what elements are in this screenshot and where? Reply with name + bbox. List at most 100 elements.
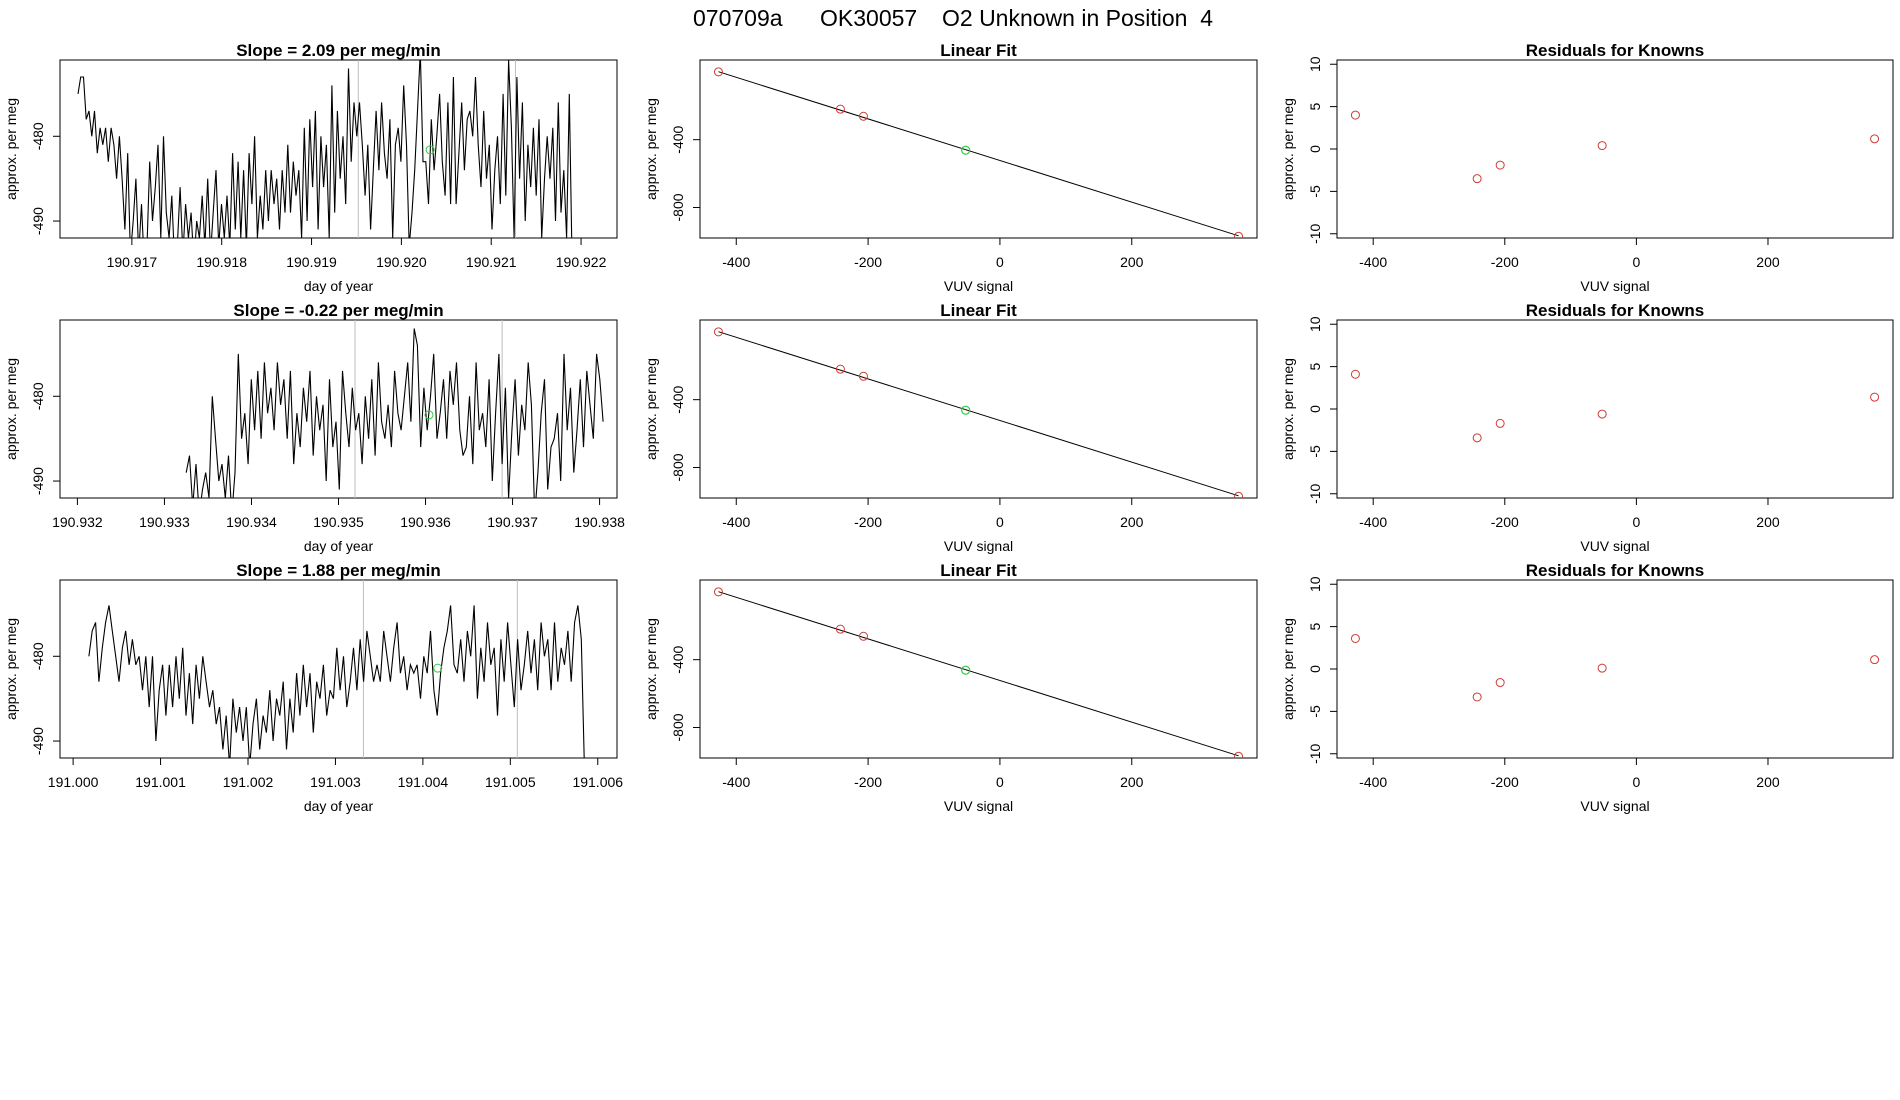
y-tick-label: -400 bbox=[670, 645, 686, 673]
figure-title-tank-id: OK30057 bbox=[820, 5, 917, 31]
y-tick-label: -800 bbox=[670, 193, 686, 221]
residual-point bbox=[1870, 134, 1880, 144]
y-axis-label: approx. per meg bbox=[3, 358, 19, 460]
series-line bbox=[185, 328, 604, 498]
panel-3: Residuals for Knowns VUV signal approx. pe… bbox=[1280, 41, 1894, 294]
x-tick-label: -200 bbox=[854, 514, 882, 530]
x-axis-label: VUV signal bbox=[944, 278, 1013, 294]
y-tick-label: 5 bbox=[1307, 623, 1323, 631]
y-tick-label: -10 bbox=[1307, 743, 1323, 763]
x-tick-label: 190.933 bbox=[139, 514, 190, 530]
known-point bbox=[858, 371, 868, 381]
series-line bbox=[88, 605, 585, 758]
panel-1: Slope = 2.09 per meg/min day of year appro… bbox=[3, 41, 618, 294]
y-tick-label: -5 bbox=[1307, 185, 1323, 198]
unknown-point bbox=[961, 145, 971, 155]
x-tick-label: 0 bbox=[1632, 254, 1640, 270]
y-tick-label: -490 bbox=[30, 207, 46, 235]
y-tick-label: 5 bbox=[1307, 103, 1323, 111]
y-tick-label: 10 bbox=[1307, 316, 1323, 332]
plot-frame bbox=[59, 59, 618, 239]
x-tick-label: 200 bbox=[1120, 514, 1144, 530]
panel-8: Linear Fit VUV signal approx. per meg -400 -… bbox=[643, 561, 1258, 814]
y-tick-label: -800 bbox=[670, 453, 686, 481]
panel-title: Linear Fit bbox=[940, 41, 1017, 60]
plot-frame bbox=[1336, 319, 1894, 499]
unknown-point bbox=[425, 145, 435, 155]
x-tick-label: 190.917 bbox=[107, 254, 158, 270]
x-tick-label: -200 bbox=[1491, 514, 1519, 530]
x-tick-label: 200 bbox=[1756, 254, 1780, 270]
panel-title: Linear Fit bbox=[940, 561, 1017, 580]
plot-area bbox=[713, 327, 1244, 498]
figure-title-description: O2 Unknown in Position 4 bbox=[942, 5, 1213, 31]
y-axis-label: approx. per meg bbox=[1280, 98, 1296, 200]
x-tick-label: 0 bbox=[996, 514, 1004, 530]
x-axis-label: day of year bbox=[304, 798, 374, 814]
y-tick-label: -400 bbox=[670, 385, 686, 413]
y-tick-label: 0 bbox=[1307, 405, 1323, 413]
residual-point bbox=[1597, 409, 1607, 419]
x-tick-label: 190.934 bbox=[226, 514, 277, 530]
x-tick-label: 190.919 bbox=[286, 254, 337, 270]
y-tick-label: 5 bbox=[1307, 363, 1323, 371]
x-axis-label: day of year bbox=[304, 278, 374, 294]
plot-area bbox=[713, 587, 1244, 758]
x-tick-label: -200 bbox=[1491, 774, 1519, 790]
y-tick-label: -5 bbox=[1307, 705, 1323, 718]
y-tick-label: -490 bbox=[30, 467, 46, 495]
plot-frame bbox=[699, 319, 1258, 499]
x-tick-label: 190.935 bbox=[313, 514, 364, 530]
x-tick-label: 191.005 bbox=[485, 774, 536, 790]
panel-2: Linear Fit VUV signal approx. per meg -400 -… bbox=[643, 41, 1258, 294]
x-tick-label: 191.002 bbox=[223, 774, 274, 790]
x-tick-label: 190.918 bbox=[196, 254, 247, 270]
residual-point bbox=[1472, 692, 1482, 702]
plot-area bbox=[88, 580, 585, 758]
plot-area bbox=[77, 60, 573, 238]
x-tick-label: 190.922 bbox=[556, 254, 607, 270]
x-tick-label: 190.937 bbox=[487, 514, 538, 530]
x-tick-label: 190.921 bbox=[466, 254, 517, 270]
panel-9: Residuals for Knowns VUV signal approx. pe… bbox=[1280, 561, 1894, 814]
residual-point bbox=[1870, 655, 1880, 665]
known-point bbox=[713, 67, 723, 77]
residual-point bbox=[1597, 141, 1607, 151]
figure-title-run-id: 070709a bbox=[693, 5, 783, 31]
panel-title: Slope = -0.22 per meg/min bbox=[233, 301, 443, 320]
known-point bbox=[835, 364, 845, 374]
known-point bbox=[1234, 491, 1244, 498]
x-tick-label: 0 bbox=[1632, 514, 1640, 530]
known-point bbox=[713, 587, 723, 597]
residual-point bbox=[1495, 418, 1505, 428]
residual-point bbox=[1350, 110, 1360, 120]
unknown-point bbox=[961, 665, 971, 675]
known-point bbox=[1234, 751, 1244, 758]
residual-point bbox=[1597, 663, 1607, 673]
known-point bbox=[858, 631, 868, 641]
x-tick-label: 200 bbox=[1756, 774, 1780, 790]
panel-title: Residuals for Knowns bbox=[1526, 561, 1705, 580]
unknown-point bbox=[433, 663, 443, 673]
x-axis-label: VUV signal bbox=[1580, 798, 1649, 814]
y-tick-label: -490 bbox=[30, 727, 46, 755]
x-tick-label: -400 bbox=[1359, 774, 1387, 790]
x-tick-label: 191.004 bbox=[398, 774, 449, 790]
unknown-point bbox=[424, 410, 434, 420]
panel-4: Slope = -0.22 per meg/min day of year appr… bbox=[3, 301, 625, 554]
series-line bbox=[77, 60, 573, 238]
plot-frame bbox=[699, 59, 1258, 239]
x-tick-label: -200 bbox=[1491, 254, 1519, 270]
panel-5: Linear Fit VUV signal approx. per meg -400 -… bbox=[643, 301, 1258, 554]
x-tick-label: 0 bbox=[996, 774, 1004, 790]
residual-point bbox=[1472, 174, 1482, 184]
fit-line bbox=[718, 71, 1239, 237]
panel-title: Slope = 1.88 per meg/min bbox=[236, 561, 441, 580]
known-point bbox=[835, 624, 845, 634]
panel-grid: Slope = 2.09 per meg/min day of year appro… bbox=[3, 41, 1894, 814]
x-axis-label: VUV signal bbox=[1580, 538, 1649, 554]
y-axis-label: approx. per meg bbox=[643, 358, 659, 460]
x-tick-label: 190.938 bbox=[574, 514, 625, 530]
x-tick-label: 190.932 bbox=[52, 514, 103, 530]
